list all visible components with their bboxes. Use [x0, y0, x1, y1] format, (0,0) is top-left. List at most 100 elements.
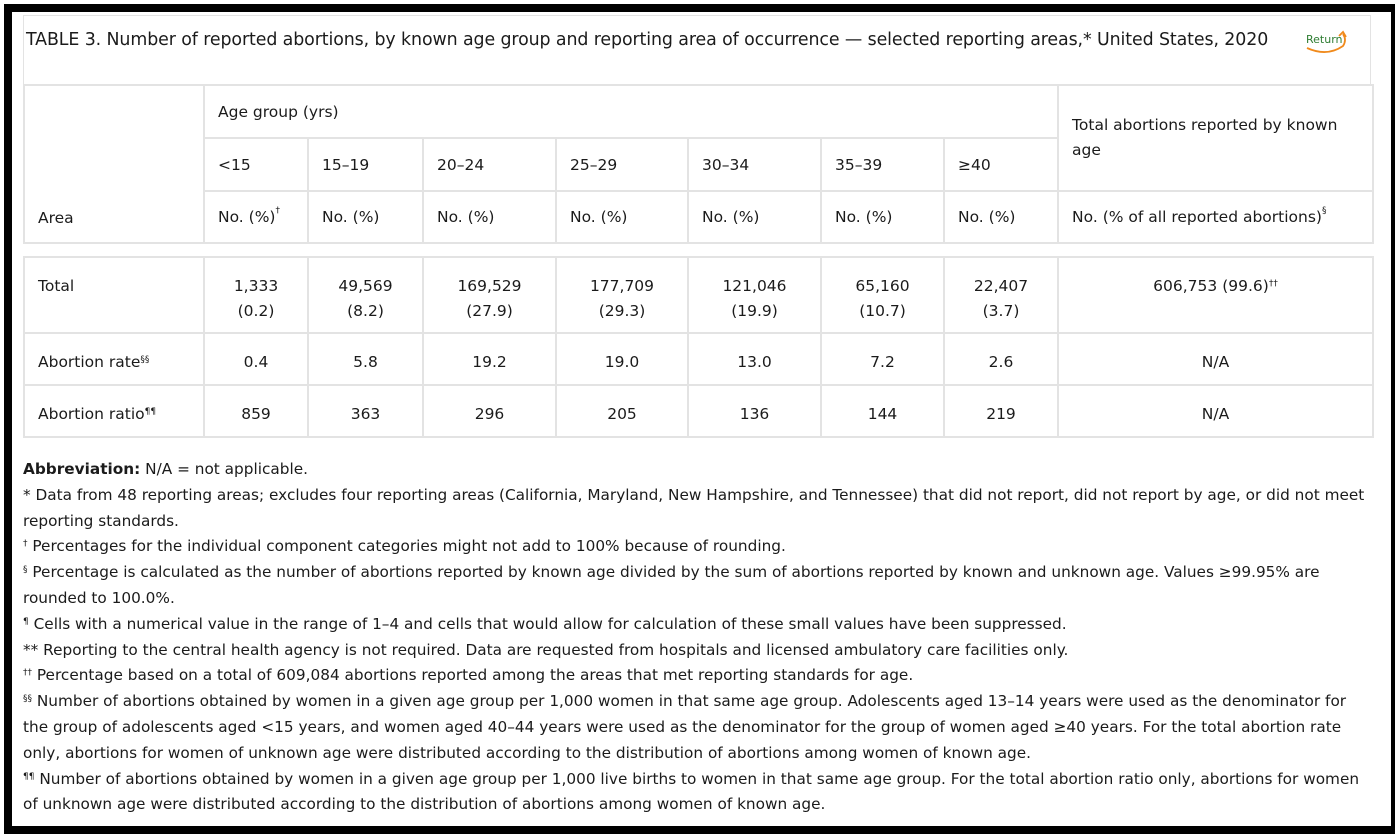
cell-percent: (19.9): [731, 302, 778, 320]
header-no-pct: No. (%): [942, 190, 1060, 244]
abbreviation-label: Abbreviation:: [23, 460, 141, 478]
cell-number: 19.2: [472, 353, 507, 371]
cell-number: 49,569: [338, 277, 393, 295]
table-cell: 7.2: [820, 332, 945, 386]
table-body: Total 1,333 (0.2) 49,569 (8.2) 169,529 (27.9) 1…: [23, 256, 1374, 438]
footnote-text: Reporting to the central health agency i…: [38, 640, 1069, 659]
table-cell: 859: [203, 384, 309, 438]
header-no-pct: No. (%): [687, 190, 822, 244]
return-link[interactable]: Return: [1303, 30, 1349, 56]
table-cell: 136: [687, 384, 822, 438]
cell-percent: (3.7): [982, 302, 1020, 320]
header-age: <15: [203, 137, 309, 192]
footnote-mark: §§: [140, 355, 150, 365]
footnote-mark: ¶¶: [144, 407, 157, 417]
footnote-mark: §: [1321, 206, 1327, 216]
no-pct-label: No. (%): [702, 208, 760, 226]
table-header: Area Age group (yrs) Total abortions rep…: [23, 84, 1375, 244]
table-cell: 5.8: [307, 332, 424, 386]
table-row: Abortion rate§§ 0.4 5.8 19.2 19.0 13.0 7.2 2.6 N…: [23, 332, 1374, 386]
no-pct-label: No. (%): [835, 208, 893, 226]
area-label: Abortion ratio: [38, 405, 145, 423]
cell-number: 363: [350, 405, 381, 423]
table-cell: 65,160 (10.7): [820, 256, 945, 334]
row-area: Total: [23, 256, 205, 334]
area-label: Abortion rate: [38, 353, 141, 371]
table-row: Abortion ratio¶¶ 859 363 296 205 136 144 219 N/A: [23, 384, 1374, 438]
table-cell: 22,407 (3.7): [943, 256, 1059, 334]
cell-percent: (8.2): [347, 302, 384, 320]
total-value: N/A: [1201, 405, 1230, 423]
cell-number: 19.0: [604, 353, 640, 371]
table-cell: 13.0: [687, 332, 822, 386]
footnote-text: Percentage is calculated as the number o…: [23, 563, 1320, 607]
area-label: Total: [38, 277, 75, 295]
footnote-mark: ††: [23, 668, 32, 679]
footnote-mark: †: [275, 206, 280, 216]
row-area: Abortion ratio¶¶: [23, 384, 205, 438]
table-cell: 296: [422, 384, 557, 438]
table-caption: TABLE 3. Number of reported abortions, b…: [23, 15, 1371, 84]
header-age: 30–34: [687, 137, 822, 192]
footnote-mark: *: [23, 485, 31, 504]
footnote-mark: ¶¶: [23, 771, 35, 782]
cell-number: 2.6: [988, 353, 1014, 371]
header-total-sub: No. (% of all reported abortions)§: [1057, 190, 1375, 244]
cell-number: 121,046: [722, 277, 787, 295]
footnote-text: Cells with a numerical value in the rang…: [28, 614, 1067, 633]
header-no-pct: No. (%): [307, 190, 424, 244]
cell-number: 13.0: [737, 353, 772, 371]
return-label: Return: [1306, 33, 1343, 46]
cell-number: 0.4: [243, 353, 269, 371]
cell-percent: (10.7): [859, 302, 906, 320]
cell-number: 205: [607, 405, 637, 423]
cell-number: 144: [867, 405, 898, 423]
table-cell: 2.6: [943, 332, 1059, 386]
footnote: †† Percentage based on a total of 609,08…: [23, 663, 1373, 689]
footnote-text: Number of abortions obtained by women in…: [23, 692, 1347, 762]
header-age: ≥40: [942, 137, 1060, 192]
table-cell: 49,569 (8.2): [307, 256, 424, 334]
no-pct-label: No. (%): [570, 208, 628, 226]
cell-number: 296: [474, 405, 505, 423]
row-area: Abortion rate§§: [23, 332, 205, 386]
header-age: 15–19: [307, 137, 424, 192]
cell-number: 5.8: [353, 353, 378, 371]
abbreviation-note: Abbreviation: N/A = not applicable.: [23, 457, 1373, 483]
cell-percent: (0.2): [237, 302, 275, 320]
table-cell: 205: [555, 384, 689, 438]
no-pct-label: No. (%): [322, 208, 380, 226]
total-value: N/A: [1201, 353, 1230, 371]
cell-number: 859: [241, 405, 271, 423]
footnote-mark: ¶: [23, 616, 29, 627]
footnote-text: Percentages for the individual component…: [27, 537, 786, 556]
table-cell: 19.2: [422, 332, 557, 386]
footnote: ¶¶ Number of abortions obtained by women…: [23, 767, 1373, 819]
footnote-text: Number of abortions obtained by women in…: [23, 769, 1360, 814]
footnote: §§ Number of abortions obtained by women…: [23, 689, 1373, 766]
table-title: TABLE 3. Number of reported abortions, b…: [26, 30, 1269, 50]
total-cell: 606,753 (99.6)††: [1057, 256, 1374, 334]
table-cell: 121,046 (19.9): [687, 256, 822, 334]
footnote: † Percentages for the individual compone…: [23, 534, 1373, 560]
header-no-pct: No. (%)†: [203, 190, 309, 244]
no-pct-label: No. (%): [218, 208, 276, 226]
header-total: Total abortions reported by known age: [1057, 84, 1375, 192]
total-cell: N/A: [1057, 384, 1374, 438]
footnote-mark: †: [23, 539, 28, 550]
header-age: 25–29: [555, 137, 689, 192]
footnote-mark: **: [23, 640, 39, 659]
footnote: ** Reporting to the central health agenc…: [23, 638, 1373, 664]
cell-number: 219: [986, 405, 1016, 423]
footnote-mark: §§: [23, 694, 32, 705]
footnotes: Abbreviation: N/A = not applicable. * Da…: [23, 457, 1373, 818]
cell-number: 22,407: [973, 277, 1029, 295]
header-no-pct: No. (%): [555, 190, 689, 244]
table-cell: 144: [820, 384, 945, 438]
abbreviation-text: N/A = not applicable.: [140, 460, 308, 478]
cell-number: 136: [739, 405, 770, 423]
table-cell: 219: [943, 384, 1059, 438]
total-value: 606,753 (99.6): [1153, 277, 1269, 295]
header-age-group: Age group (yrs): [202, 84, 1060, 139]
cell-percent: (27.9): [466, 302, 513, 320]
